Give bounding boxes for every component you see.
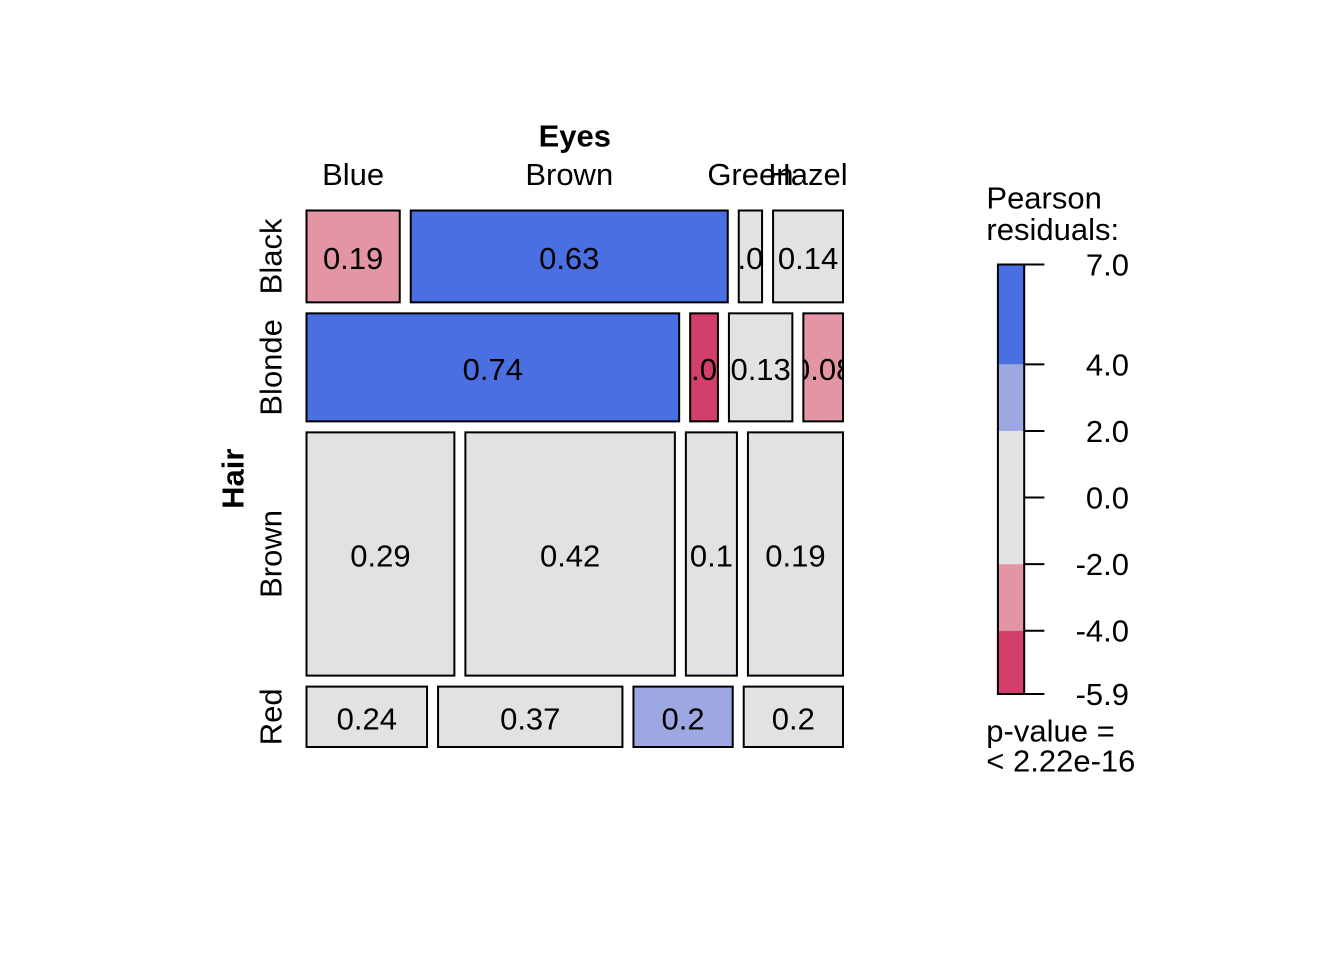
svg-text:Blue: Blue <box>322 157 384 192</box>
svg-text:-5.9: -5.9 <box>1076 677 1129 712</box>
svg-text:Brown: Brown <box>525 157 613 192</box>
svg-text:Brown: Brown <box>254 510 289 598</box>
svg-text:0.14: 0.14 <box>778 241 838 276</box>
svg-text:0.05: 0.05 <box>720 241 780 276</box>
svg-text:Eyes: Eyes <box>539 119 611 154</box>
svg-text:Black: Black <box>254 218 289 294</box>
svg-text:0.13: 0.13 <box>730 352 790 387</box>
svg-text:0.06: 0.06 <box>674 352 734 387</box>
svg-text:0.37: 0.37 <box>500 701 560 736</box>
svg-text:4.0: 4.0 <box>1086 347 1129 382</box>
svg-text:2.0: 2.0 <box>1086 414 1129 449</box>
svg-text:0.74: 0.74 <box>463 352 523 387</box>
svg-text:0.63: 0.63 <box>539 241 599 276</box>
svg-text:0.19: 0.19 <box>765 538 825 573</box>
svg-text:0.29: 0.29 <box>350 538 410 573</box>
svg-text:Hair: Hair <box>215 449 250 509</box>
svg-text:-4.0: -4.0 <box>1076 614 1129 649</box>
svg-text:0.42: 0.42 <box>540 538 600 573</box>
svg-text:0.1: 0.1 <box>690 538 733 573</box>
svg-text:Green: Green <box>707 157 793 192</box>
svg-text:-2.0: -2.0 <box>1076 547 1129 582</box>
svg-text:Blonde: Blonde <box>254 319 289 416</box>
svg-text:p-value =: p-value = <box>986 713 1114 748</box>
svg-text:0.24: 0.24 <box>337 701 397 736</box>
svg-text:0.0: 0.0 <box>1086 481 1129 516</box>
svg-text:0.2: 0.2 <box>772 701 815 736</box>
svg-text:Hazel: Hazel <box>768 157 847 192</box>
svg-text:Pearson: Pearson <box>986 181 1101 216</box>
svg-text:7.0: 7.0 <box>1086 248 1129 283</box>
svg-text:residuals:: residuals: <box>986 212 1119 247</box>
svg-text:< 2.22e-16: < 2.22e-16 <box>986 743 1135 778</box>
svg-text:0.2: 0.2 <box>662 701 705 736</box>
svg-text:Red: Red <box>254 688 289 745</box>
svg-text:0.19: 0.19 <box>323 241 383 276</box>
svg-text:0.08: 0.08 <box>793 352 853 387</box>
